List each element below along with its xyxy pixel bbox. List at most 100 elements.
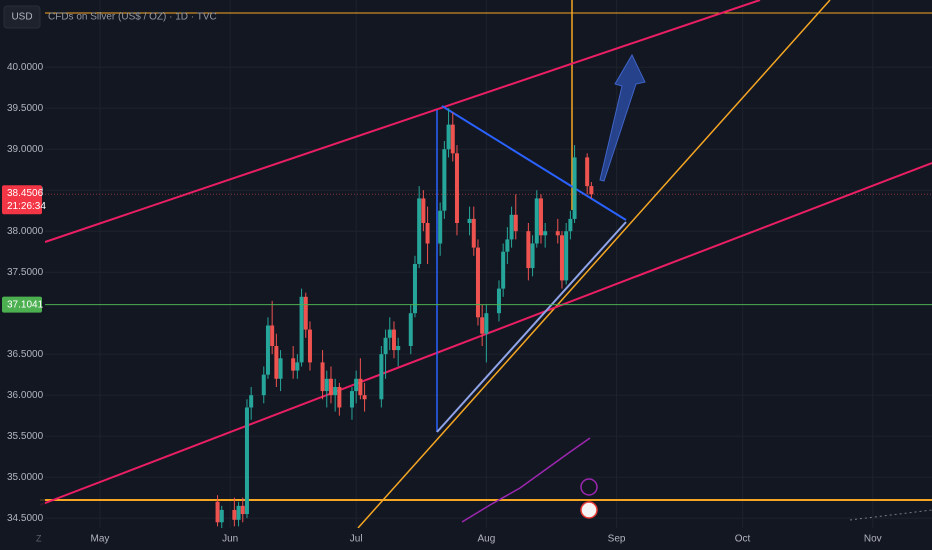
y-tick-label: 38.0000 bbox=[7, 226, 44, 237]
event-icon[interactable] bbox=[580, 478, 598, 496]
candle-body bbox=[543, 231, 548, 236]
candle-body bbox=[421, 198, 426, 224]
y-tick-label: 37.5000 bbox=[7, 267, 44, 278]
y-tick-label: 35.0000 bbox=[7, 472, 44, 483]
candle-body bbox=[425, 223, 430, 244]
candle-body bbox=[471, 218, 476, 248]
candle-body bbox=[396, 345, 401, 351]
level-label: 37.1041 bbox=[7, 299, 44, 310]
candle-body bbox=[387, 329, 392, 338]
candle-body bbox=[270, 325, 275, 346]
candle-body bbox=[505, 239, 510, 252]
candle-body bbox=[261, 374, 266, 396]
x-tick-label: May bbox=[91, 534, 110, 545]
price-label: 38.4506 bbox=[7, 188, 44, 199]
levels bbox=[45, 193, 932, 306]
candle-body bbox=[412, 264, 417, 314]
event-icon[interactable] bbox=[580, 501, 598, 519]
triangle-line bbox=[436, 221, 627, 433]
x-tick-label: Aug bbox=[477, 534, 495, 545]
candle-body bbox=[496, 288, 501, 314]
candle-body bbox=[274, 345, 279, 379]
candle-body bbox=[538, 198, 543, 236]
candle-body bbox=[362, 395, 367, 400]
dotted-line bbox=[849, 509, 932, 521]
trend-line bbox=[357, 0, 831, 529]
x-tick-label: Nov bbox=[864, 534, 882, 545]
candle-body bbox=[555, 231, 560, 236]
y-tick-label: 34.5000 bbox=[7, 513, 44, 524]
candle-body bbox=[240, 505, 245, 515]
candle-body bbox=[328, 378, 333, 396]
candle-body bbox=[417, 198, 422, 264]
time-axis bbox=[0, 528, 932, 550]
y-tick-label: 40.0000 bbox=[7, 62, 44, 73]
x-tick-label: Jul bbox=[350, 534, 363, 545]
channel-line bbox=[44, 0, 761, 243]
candle-body bbox=[391, 329, 396, 351]
candle-body bbox=[501, 251, 506, 289]
candle-body bbox=[295, 362, 300, 371]
candle-body bbox=[480, 317, 485, 334]
candle-body bbox=[585, 157, 590, 187]
x-tick-label: Oct bbox=[735, 534, 751, 545]
moving-average bbox=[461, 437, 591, 523]
candle-body bbox=[265, 325, 270, 375]
candle-body bbox=[232, 509, 237, 520]
candle-body bbox=[572, 157, 577, 219]
candle-body bbox=[307, 329, 312, 363]
candle-body bbox=[383, 337, 388, 355]
y-tick-label: 36.5000 bbox=[7, 349, 44, 360]
candle-body bbox=[442, 149, 447, 211]
grid bbox=[45, 0, 932, 528]
x-tick-label: Sep bbox=[608, 534, 626, 545]
arrow bbox=[599, 53, 646, 182]
candle-body bbox=[291, 358, 296, 371]
candle-body bbox=[215, 501, 220, 523]
currency-button[interactable] bbox=[3, 5, 41, 29]
x-tick-label: Jun bbox=[222, 534, 238, 545]
candle-body bbox=[568, 218, 573, 232]
y-tick-label: 36.0000 bbox=[7, 390, 44, 401]
candle-body bbox=[324, 378, 329, 392]
candle-body bbox=[438, 210, 443, 244]
candle-body bbox=[446, 124, 451, 150]
candle-body bbox=[559, 235, 564, 281]
candle-body bbox=[337, 386, 342, 408]
countdown: 21:26:34 bbox=[7, 201, 46, 212]
axis-icon[interactable]: Z bbox=[36, 533, 42, 543]
candle-body bbox=[333, 386, 338, 396]
candles bbox=[215, 108, 594, 528]
candle-body bbox=[219, 509, 224, 523]
candle-body bbox=[526, 231, 531, 269]
chart-title: CFDs on Silver (US$ / OZ) · 1D · TVC bbox=[48, 12, 217, 23]
candle-body bbox=[408, 313, 413, 346]
currency[interactable]: USD bbox=[11, 12, 32, 23]
candle-body bbox=[534, 198, 539, 244]
candle-body bbox=[354, 378, 359, 392]
y-tick-label: 35.5000 bbox=[7, 431, 44, 442]
price-label-box bbox=[2, 185, 42, 215]
price-axis bbox=[0, 34, 45, 528]
candle-body bbox=[467, 218, 472, 224]
candle-body bbox=[509, 214, 514, 240]
candle-body bbox=[564, 231, 569, 281]
candle-body bbox=[454, 153, 459, 224]
triangle-line bbox=[441, 105, 627, 221]
candle-body bbox=[484, 313, 489, 334]
candle-body bbox=[589, 186, 594, 195]
candle-body bbox=[236, 505, 241, 520]
candle-body bbox=[379, 354, 384, 400]
candle-body bbox=[249, 395, 254, 408]
candle-body bbox=[278, 358, 283, 379]
level-label-box bbox=[2, 296, 42, 313]
candle-body bbox=[530, 243, 535, 269]
candle-body bbox=[244, 407, 249, 515]
candle-body bbox=[450, 124, 455, 154]
candle-body bbox=[299, 296, 304, 363]
candle-body bbox=[349, 391, 354, 408]
candle-body bbox=[358, 378, 363, 396]
y-tick-label: 39.0000 bbox=[7, 144, 44, 155]
